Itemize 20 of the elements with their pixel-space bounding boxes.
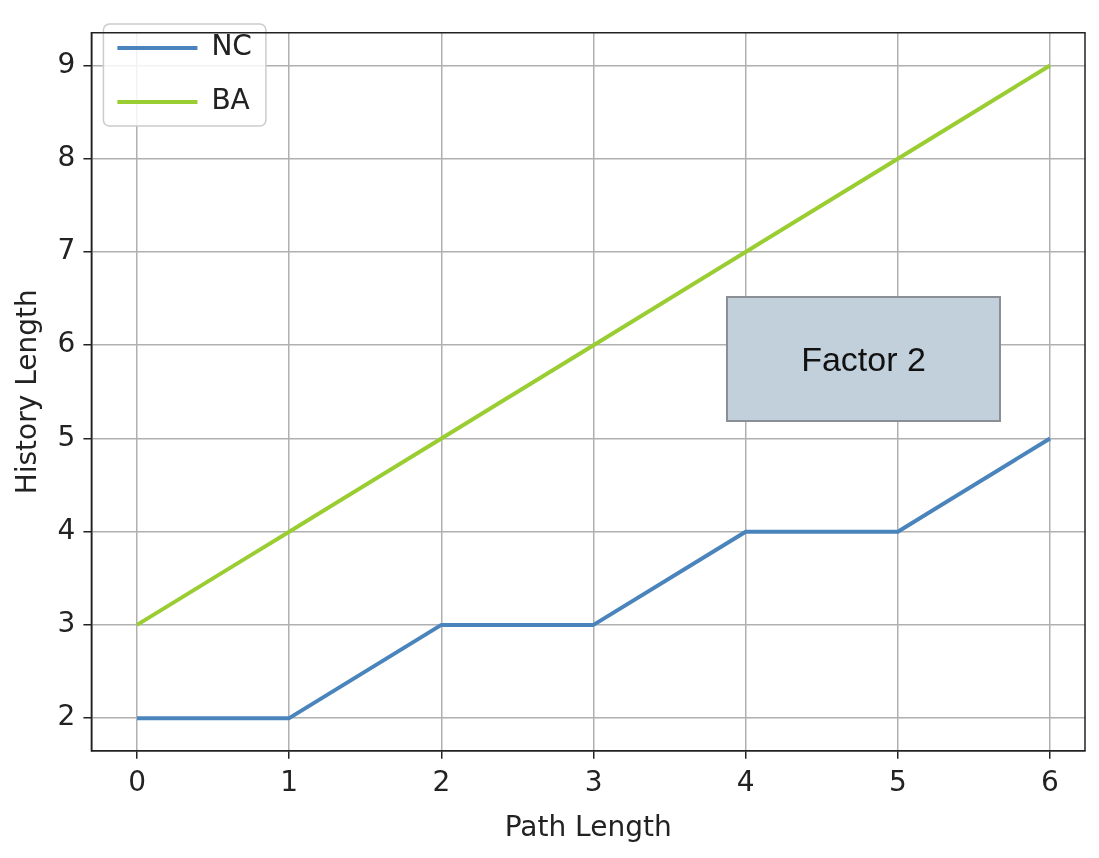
x-tick-label: 1 (280, 764, 299, 798)
note-box: Factor 2 (726, 296, 1001, 422)
x-tick-label: 5 (888, 764, 907, 798)
x-tick-label: 2 (432, 764, 451, 798)
x-tick-label: 4 (736, 764, 755, 798)
legend-label: NC (211, 29, 252, 63)
y-axis-title: History Length (10, 289, 44, 495)
y-tick-label: 5 (57, 419, 76, 453)
y-tick-label: 9 (57, 46, 76, 80)
y-tick-label: 6 (57, 326, 76, 360)
x-tick-label: 6 (1041, 764, 1059, 798)
y-tick-label: 2 (57, 699, 76, 733)
y-tick-label: 7 (57, 233, 76, 267)
y-tick-label: 3 (57, 606, 76, 640)
y-tick-label: 8 (57, 139, 76, 173)
x-tick-label: 0 (128, 764, 146, 798)
x-axis-title: Path Length (504, 810, 672, 844)
x-tick-label: 3 (584, 764, 603, 798)
legend-label: BA (211, 83, 250, 117)
y-tick-label: 4 (57, 512, 76, 546)
